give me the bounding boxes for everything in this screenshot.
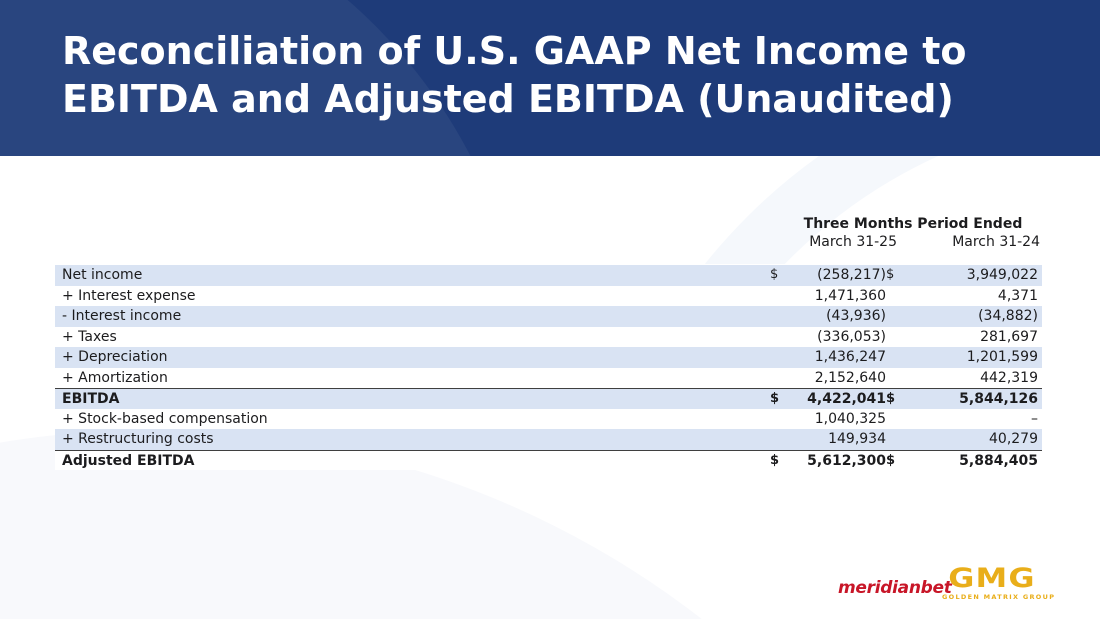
value-col2: 4,371 xyxy=(997,287,1038,304)
gmg-logo-text: GMG xyxy=(948,563,1036,594)
table-row: - Interest income (43,936) (34,882) xyxy=(55,306,1042,327)
dollar-sign-col2 xyxy=(886,327,926,348)
reconciliation-table-body: Net income $ (258,217) $ 3,949,022 + Int… xyxy=(55,265,1042,470)
dollar-sign-col2 xyxy=(886,429,926,450)
table-row: + Stock-based compensation 1,040,325 – xyxy=(55,408,1042,430)
dollar-spacer xyxy=(926,286,946,307)
value-col2: 40,279 xyxy=(989,431,1038,447)
dollar-sign-col1: $ xyxy=(770,391,780,406)
value-col2: 1,201,599 xyxy=(966,349,1038,365)
dollar-sign-col1 xyxy=(770,347,790,368)
dollar-spacer xyxy=(926,347,946,368)
col-header-march-31-24: March 31-24 xyxy=(952,234,1040,250)
dollar-sign-col1 xyxy=(770,327,790,348)
dollar-sign-col1 xyxy=(770,286,790,307)
row-label: + Stock-based compensation xyxy=(62,410,268,427)
value-col1: 1,040,325 xyxy=(814,410,886,427)
dollar-sign-col1 xyxy=(770,306,790,327)
row-label: + Restructuring costs xyxy=(62,431,214,447)
dollar-sign-col2: $ xyxy=(886,452,896,468)
dollar-sign-col1 xyxy=(770,429,790,450)
decorative-swath-container xyxy=(0,156,1100,264)
value-col1: (43,936) xyxy=(826,308,886,324)
value-col1: 2,152,640 xyxy=(814,369,886,386)
value-col2: 3,949,022 xyxy=(966,267,1038,283)
col-header-march-31-25: March 31-25 xyxy=(809,234,897,250)
value-col1: 4,422,041 xyxy=(807,391,886,407)
dollar-spacer xyxy=(926,327,946,348)
value-col1: 1,471,360 xyxy=(814,287,886,304)
dollar-spacer xyxy=(926,429,946,450)
value-col2: (34,882) xyxy=(978,308,1038,324)
slide-title-line-2: EBITDA and Adjusted EBITDA (Unaudited) xyxy=(62,77,954,121)
gmg-logo-subtext: GOLDEN MATRIX GROUP xyxy=(942,593,1056,601)
table-row: + Restructuring costs 149,934 40,279 xyxy=(55,429,1042,450)
table-row: + Interest expense 1,471,360 4,371 xyxy=(55,285,1042,307)
table-row: + Taxes (336,053) 281,697 xyxy=(55,326,1042,348)
row-label: Net income xyxy=(62,267,143,283)
dollar-sign-col1: $ xyxy=(770,452,780,468)
dollar-spacer xyxy=(926,389,946,410)
value-col1: 5,612,300 xyxy=(807,452,886,469)
value-col2: 281,697 xyxy=(980,328,1038,345)
table-row: EBITDA $ 4,422,041 $ 5,844,126 xyxy=(55,388,1042,409)
row-label: + Depreciation xyxy=(62,349,168,365)
dollar-sign-col1 xyxy=(770,368,790,389)
row-label: + Interest expense xyxy=(62,287,196,304)
value-col1: (258,217) xyxy=(817,267,886,283)
value-col1: 1,436,247 xyxy=(814,349,886,365)
table-row: Adjusted EBITDA $ 5,612,300 $ 5,884,405 xyxy=(55,449,1042,472)
dollar-spacer xyxy=(926,306,946,327)
dollar-sign-col2 xyxy=(886,409,926,430)
slide-header-banner: Reconciliation of U.S. GAAP Net Income t… xyxy=(0,0,1100,156)
meridianbet-logo: meridianbet xyxy=(838,578,952,598)
dollar-spacer xyxy=(926,265,946,286)
row-label: + Taxes xyxy=(62,328,117,345)
value-col1: 149,934 xyxy=(828,431,886,447)
dollar-spacer xyxy=(926,409,946,430)
dollar-sign-col2 xyxy=(886,286,926,307)
dollar-sign-col2 xyxy=(886,306,926,327)
gmg-logo: GMG GOLDEN MATRIX GROUP xyxy=(942,565,1056,601)
dollar-spacer xyxy=(926,451,946,472)
value-col2: 442,319 xyxy=(980,369,1038,386)
dollar-spacer xyxy=(926,368,946,389)
dollar-sign-col2: $ xyxy=(886,391,896,406)
table-row: Net income $ (258,217) $ 3,949,022 xyxy=(55,265,1042,286)
dollar-sign-col1 xyxy=(770,409,790,430)
period-ended-label: Three Months Period Ended xyxy=(803,216,1023,232)
slide-title-line-1: Reconciliation of U.S. GAAP Net Income t… xyxy=(62,29,967,73)
period-columns: March 31-25 March 31-24 xyxy=(770,234,1042,250)
row-label: Adjusted EBITDA xyxy=(62,452,195,469)
value-col2: 5,884,405 xyxy=(959,452,1038,469)
row-label: EBITDA xyxy=(62,391,120,407)
value-col2: – xyxy=(1031,410,1038,427)
row-label: + Amortization xyxy=(62,369,168,386)
row-label: - Interest income xyxy=(62,308,182,324)
dollar-sign-col2: $ xyxy=(886,267,895,282)
dollar-sign-col1: $ xyxy=(770,267,779,282)
slide-title: Reconciliation of U.S. GAAP Net Income t… xyxy=(62,27,967,123)
table-row: + Amortization 2,152,640 442,319 xyxy=(55,367,1042,389)
dollar-sign-col2 xyxy=(886,368,926,389)
value-col2: 5,844,126 xyxy=(959,391,1038,407)
dollar-sign-col2 xyxy=(886,347,926,368)
table-row: + Depreciation 1,436,247 1,201,599 xyxy=(55,347,1042,368)
table-column-headers: Three Months Period Ended March 31-25 Ma… xyxy=(770,216,1042,250)
value-col1: (336,053) xyxy=(817,328,886,345)
